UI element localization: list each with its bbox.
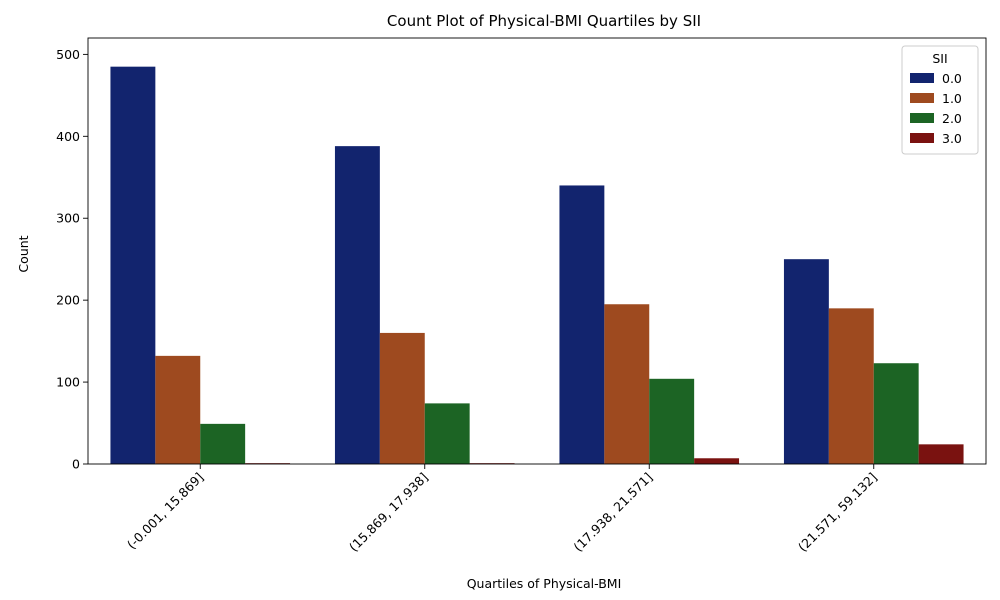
- bar-3-0-cat2: [694, 458, 740, 464]
- bar-0-0-cat1: [334, 146, 380, 464]
- bar-0-0-cat3: [783, 259, 829, 464]
- legend-swatch-1-0: [910, 93, 934, 103]
- bar-0-0-cat2: [559, 185, 605, 464]
- legend-label-0-0: 0.0: [942, 71, 962, 86]
- legend-label-3-0: 3.0: [942, 131, 962, 146]
- legend-label-2-0: 2.0: [942, 111, 962, 126]
- x-tick-label: (15.869, 17.938]: [346, 470, 431, 555]
- y-tick-label: 100: [56, 375, 80, 390]
- legend-swatch-3-0: [910, 133, 934, 143]
- bar-2-0-cat0: [200, 423, 246, 464]
- y-tick-label: 500: [56, 47, 80, 62]
- chart-title: Count Plot of Physical-BMI Quartiles by …: [387, 12, 701, 30]
- bar-1-0-cat2: [604, 304, 650, 464]
- bar-2-0-cat2: [649, 378, 695, 464]
- x-tick-label: (-0.001, 15.869]: [124, 470, 207, 553]
- y-tick-label: 0: [72, 457, 80, 472]
- plot-frame: [87, 37, 987, 465]
- bar-3-0-cat3: [918, 444, 964, 464]
- bar-1-0-cat0: [155, 355, 201, 464]
- x-axis-label: Quartiles of Physical-BMI: [467, 576, 622, 591]
- bar-2-0-cat1: [424, 403, 470, 464]
- bar-1-0-cat1: [379, 332, 425, 464]
- y-tick-label: 200: [56, 293, 80, 308]
- y-axis-label: Count: [16, 235, 31, 272]
- legend-title: SII: [932, 51, 947, 66]
- bar-2-0-cat3: [873, 363, 919, 464]
- plot-area: 0 100 200 300 400 500 (-0.001, 15.869] (15.869,…: [56, 37, 987, 555]
- x-tick-label: (17.938, 21.571]: [570, 470, 655, 555]
- x-tick-label: (21.571, 59.132]: [795, 470, 880, 555]
- legend-swatch-0-0: [910, 73, 934, 83]
- bar-0-0-cat0: [110, 66, 156, 465]
- legend: SII 0.0 1.0 2.0 3.0: [901, 45, 979, 155]
- y-tick-label: 300: [56, 211, 80, 226]
- y-tick-label: 400: [56, 129, 80, 144]
- legend-label-1-0: 1.0: [942, 91, 962, 106]
- bar-1-0-cat3: [828, 308, 874, 464]
- legend-swatch-2-0: [910, 113, 934, 123]
